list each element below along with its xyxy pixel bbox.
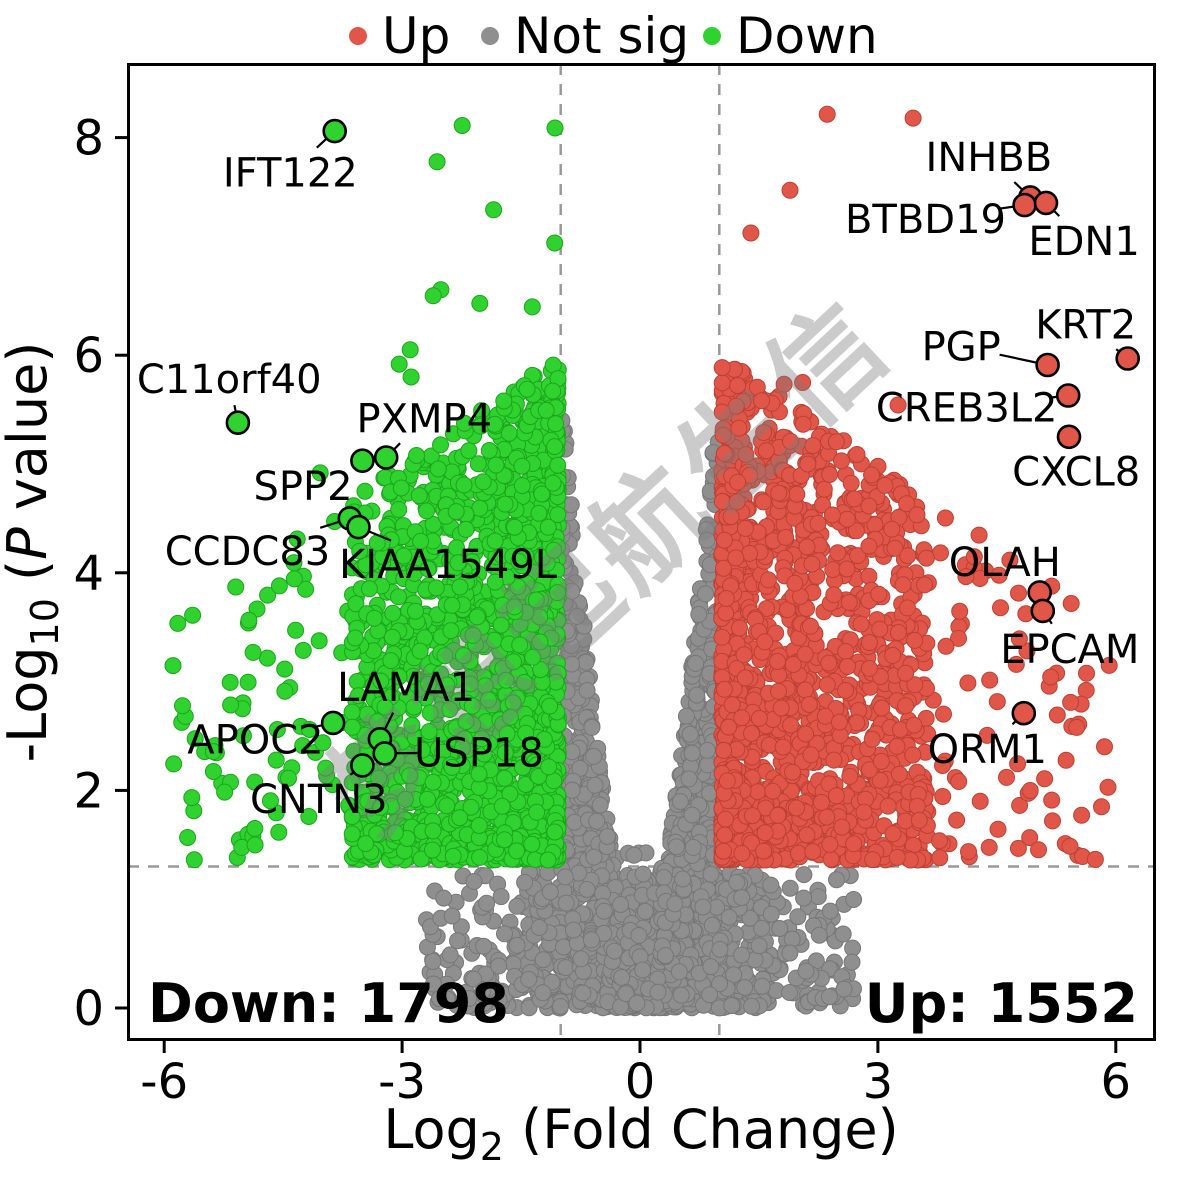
gene-point: [1055, 383, 1081, 408]
gene-label: ORM1: [928, 727, 1047, 773]
gene-annotation-KRT2: KRT2: [1035, 303, 1140, 371]
gene-annotation-PGP: PGP: [922, 325, 1060, 378]
legend-dot-up: [349, 27, 367, 45]
y-tick-label: 6: [73, 328, 104, 384]
gene-annotation-EPCAM: EPCAM: [1000, 598, 1139, 673]
gene-point: [346, 514, 371, 540]
gene-point: [1030, 598, 1056, 624]
x-tick-label: -3: [378, 1054, 426, 1110]
gene-annotation-ORM1: ORM1: [928, 700, 1047, 773]
gene-annotation-IFT122: IFT122: [223, 118, 358, 196]
gene-annotation-SPP2: SPP2: [253, 448, 375, 510]
gene-point: [372, 741, 398, 766]
x-tick-label: 0: [625, 1054, 656, 1110]
gene-annotation-CREB3L2: CREB3L2: [876, 383, 1081, 431]
legend: Up Not sig Down: [349, 7, 878, 65]
gene-point: [320, 710, 346, 736]
gene-label: USP18: [414, 730, 544, 776]
gene-label: SPP2: [253, 464, 352, 510]
legend-dot-notsig: [481, 27, 499, 45]
y-tick-label: 8: [73, 111, 104, 167]
gene-annotation-EDN1: EDN1: [1028, 190, 1140, 265]
notsig-points-layer: [418, 412, 863, 1017]
gene-label: CREB3L2: [876, 385, 1058, 431]
gene-annotation-C11orf40: C11orf40: [137, 357, 322, 436]
gene-label: INHBB: [926, 135, 1053, 181]
up-points-layer: [713, 105, 1118, 869]
legend-label-down: Down: [736, 7, 878, 65]
gene-point: [1012, 192, 1037, 218]
gene-point: [373, 445, 399, 470]
gene-annotation-APOC2: APOC2: [187, 710, 346, 763]
x-axis-title: Log2 (Fold Change): [383, 1098, 898, 1169]
x-tick-label: -6: [140, 1054, 188, 1110]
x-axis: -6 -3 0 3 6: [140, 1040, 1131, 1110]
gene-label: OLAH: [949, 540, 1061, 586]
y-axis: 0 2 4 6 8: [73, 111, 128, 1037]
gene-annotation-BTBD19: BTBD19: [845, 192, 1037, 243]
gene-annotation-CXCL8: CXCL8: [1012, 424, 1140, 496]
down-count-label: Down: 1798: [148, 972, 509, 1035]
gene-annotation-USP18: USP18: [372, 730, 544, 776]
down-points-layer: [164, 117, 567, 869]
legend-label-up: Up: [382, 7, 450, 65]
gene-label: CCDC83: [165, 529, 331, 575]
up-count-label: Up: 1552: [865, 972, 1138, 1035]
y-tick-label: 4: [73, 546, 104, 602]
gene-label: BTBD19: [845, 197, 1006, 243]
y-tick-label: 0: [73, 981, 104, 1037]
gene-label: PXMP4: [356, 396, 492, 442]
gene-point: [1011, 700, 1037, 726]
gene-point: [1035, 352, 1060, 378]
gene-point: [322, 118, 348, 144]
gene-label: EPCAM: [1000, 627, 1139, 673]
gene-label: EDN1: [1028, 219, 1139, 265]
y-axis-title: -Log10 (P value): [0, 342, 67, 763]
gene-point: [1115, 346, 1140, 371]
gene-label: CXCL8: [1012, 450, 1140, 496]
gene-label: PGP: [922, 325, 1001, 371]
gene-point: [225, 410, 251, 436]
gene-point: [350, 753, 375, 778]
gene-label: KRT2: [1035, 303, 1136, 349]
gene-annotation-LAMA1: LAMA1: [337, 665, 475, 752]
legend-label-notsig: Not sig: [514, 7, 689, 65]
gene-label: CNTN3: [250, 777, 388, 823]
gene-point: [350, 448, 375, 474]
gene-label: APOC2: [187, 717, 323, 763]
plot-border: [127, 63, 1156, 1041]
gene-annotation-CNTN3: CNTN3: [250, 753, 388, 823]
gene-label: C11orf40: [137, 357, 322, 403]
gene-annotation-PXMP4: PXMP4: [356, 396, 492, 470]
gene-label: LAMA1: [337, 665, 475, 711]
gene-label: KIAA1549L: [339, 542, 558, 588]
legend-dot-down: [703, 27, 721, 45]
gene-annotation-OLAH: OLAH: [949, 540, 1061, 605]
x-tick-label: 3: [863, 1054, 894, 1110]
gene-annotation-KIAA1549L: KIAA1549L: [339, 514, 558, 588]
gene-point: [1033, 190, 1059, 216]
gene-label: IFT122: [223, 150, 358, 196]
y-tick-label: 2: [73, 763, 104, 819]
x-tick-label: 6: [1101, 1054, 1132, 1110]
gene-point: [1056, 424, 1082, 450]
